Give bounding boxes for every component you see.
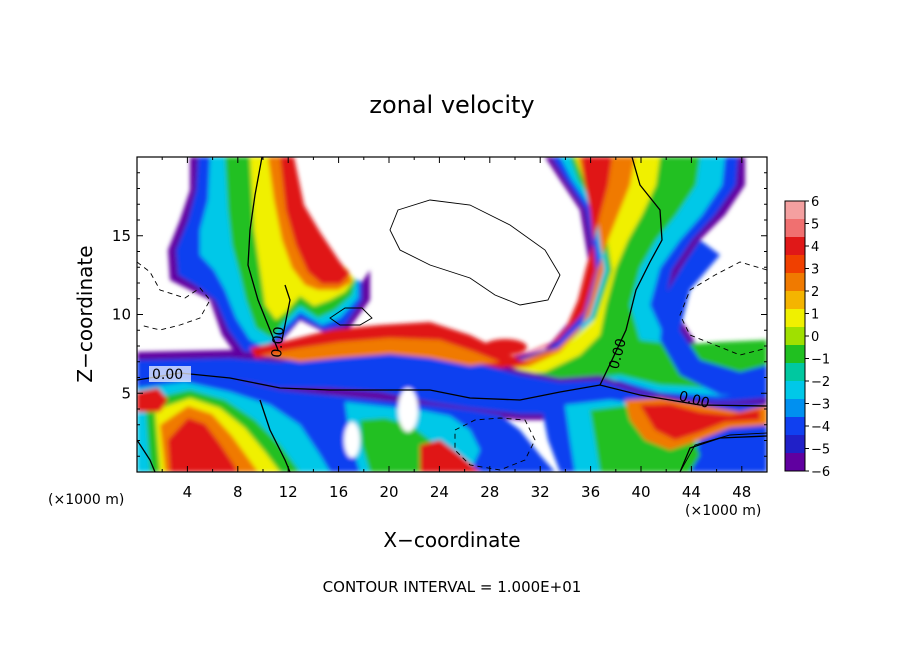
y-tick-label: 5 xyxy=(121,384,131,402)
z-unit-label: (×1000 m) xyxy=(48,492,124,508)
x-tick-label: 24 xyxy=(430,483,449,501)
contour-label-3: 0.00 xyxy=(606,337,630,371)
colorbar-swatch xyxy=(785,273,805,292)
colorbar-swatch xyxy=(785,435,805,454)
blob-red-small xyxy=(483,339,527,355)
x-tick-label: 4 xyxy=(183,483,193,501)
colorbar-tick-label: −4 xyxy=(811,420,830,435)
x-tick-label: 12 xyxy=(279,483,298,501)
colorbar-swatch xyxy=(785,309,805,328)
contour-label-group: 0.00 0.00 0.00 0.00 xyxy=(149,326,711,412)
right-edge-blue xyxy=(660,240,767,395)
contour-zero-left-plume xyxy=(247,157,279,351)
x-axis: 4 8 12 16 20 24 28 32 36 40 44 48 xyxy=(161,157,751,501)
contour-positive-right xyxy=(679,432,767,472)
colorbar-tick-label: 6 xyxy=(811,195,819,210)
x-tick-label: 48 xyxy=(732,483,751,501)
colorbar xyxy=(785,201,805,472)
contour-negative-left xyxy=(137,261,211,331)
y-tick-label: 10 xyxy=(112,306,131,324)
colorbar-swatch xyxy=(785,453,805,472)
contour-negative-right xyxy=(679,261,767,356)
colorbar-swatch xyxy=(785,291,805,310)
colorbar-tick-label: 0 xyxy=(811,330,819,345)
white-hole-2 xyxy=(344,422,360,458)
x-tick-label: 28 xyxy=(480,483,499,501)
colorbar-tick-label: 5 xyxy=(811,218,819,233)
contour-zero-right-lower xyxy=(679,435,767,472)
x-tick-label: 20 xyxy=(379,483,398,501)
contour-zero-main xyxy=(137,372,767,407)
contour-positive-loop-small xyxy=(329,307,373,326)
right-lower-red xyxy=(640,404,760,440)
colorbar-swatch xyxy=(785,237,805,256)
lower-left-red xyxy=(168,418,238,472)
chart-title: zonal velocity xyxy=(369,91,534,119)
contour-label-2: 0.00 xyxy=(269,326,288,358)
colorbar-tick-label: 2 xyxy=(811,285,819,300)
arch-green xyxy=(465,157,767,388)
colorbar-swatch xyxy=(785,201,805,220)
colorbar-swatch xyxy=(785,417,805,436)
contour-label-4: 0.00 xyxy=(677,388,711,412)
colorbar-tick-label: −2 xyxy=(811,375,830,390)
contour-zero-arch xyxy=(599,157,663,386)
contour-lines xyxy=(137,157,767,472)
band-orange xyxy=(260,338,500,366)
x-tick-label: 16 xyxy=(329,483,348,501)
colorbar-tick-label: 4 xyxy=(811,240,819,255)
x-tick-label: 8 xyxy=(233,483,243,501)
y-tick-label: 15 xyxy=(112,227,131,245)
colorbar-tick-label: −3 xyxy=(811,398,830,413)
contour-interval-note: CONTOUR INTERVAL = 1.000E+01 xyxy=(323,578,582,596)
contour-positive-loop-top xyxy=(389,199,561,306)
left-plume-red xyxy=(280,157,350,284)
x-tick-label: 40 xyxy=(631,483,650,501)
left-edge-red xyxy=(137,388,168,412)
x-tick-label: 44 xyxy=(682,483,701,501)
contour-zero-left-plume-2 xyxy=(281,284,291,341)
x-axis-label: X−coordinate xyxy=(383,528,520,552)
y-axis: 5 10 15 xyxy=(112,172,767,457)
colorbar-tick-label: 3 xyxy=(811,263,819,278)
colorbar-swatch xyxy=(785,399,805,418)
colorbar-swatch xyxy=(785,345,805,364)
contour-zero-mid-lower xyxy=(259,399,291,472)
arch-orange xyxy=(478,157,635,370)
contour-zero-lower-left xyxy=(137,439,156,472)
white-hole-1 xyxy=(398,388,418,432)
velocity-field xyxy=(137,157,767,472)
colorbar-tick-label: −6 xyxy=(811,465,830,480)
arch-red xyxy=(498,157,612,360)
x-tick-label: 36 xyxy=(581,483,600,501)
x-unit-label: (×1000 m) xyxy=(685,503,761,519)
colorbar-tick-label: 1 xyxy=(811,308,819,323)
colorbar-swatch xyxy=(785,381,805,400)
colorbar-swatch xyxy=(785,363,805,382)
colorbar-ticks: 6 5 4 3 2 1 0 −1 −2 −3 −4 −5 −6 xyxy=(805,195,830,480)
x-tick-label: 32 xyxy=(531,483,550,501)
y-axis-label: Z−coordinate xyxy=(73,245,97,382)
colorbar-tick-label: −5 xyxy=(811,443,830,458)
bottom-strip xyxy=(420,440,480,472)
colorbar-tick-label: −1 xyxy=(811,353,830,368)
colorbar-swatch xyxy=(785,219,805,238)
colorbar-swatch xyxy=(785,255,805,274)
contour-label-1: 0.00 xyxy=(152,367,183,383)
colorbar-swatch xyxy=(785,327,805,346)
